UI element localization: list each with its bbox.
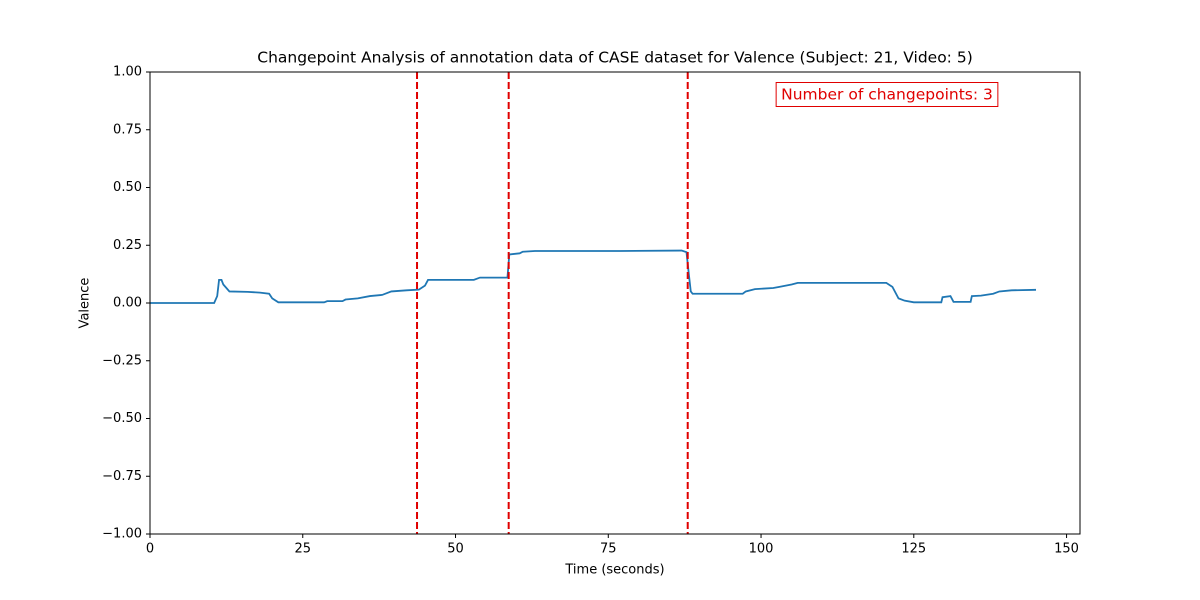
y-tick-label: 0.25	[113, 238, 142, 253]
y-tick-label: 0.50	[113, 180, 142, 195]
x-tick-label: 0	[146, 542, 154, 557]
y-tick-label: −1.00	[102, 527, 142, 542]
x-tick-label: 150	[1054, 542, 1079, 557]
y-axis-label: Valence	[78, 278, 93, 329]
x-tick-label: 125	[901, 542, 926, 557]
x-tick-label: 75	[600, 542, 617, 557]
y-tick-label: −0.50	[102, 411, 142, 426]
y-tick-label: 0.00	[113, 296, 142, 311]
chart-title: Changepoint Analysis of annotation data …	[257, 49, 973, 67]
data-line	[150, 249, 1037, 304]
y-tick-label: 1.00	[113, 65, 142, 80]
plot-frame	[149, 71, 1081, 535]
y-tick-label: −0.75	[102, 469, 142, 484]
y-tick-label: −0.25	[102, 353, 142, 368]
x-tick-label: 50	[447, 542, 464, 557]
annotation-box	[775, 82, 999, 107]
x-tick-label: 100	[749, 542, 774, 557]
y-tick-label: 0.75	[113, 122, 142, 137]
x-axis-label: Time (seconds)	[564, 563, 664, 578]
annotation: Number of changepoints: 3	[781, 86, 993, 104]
x-tick-label: 25	[294, 542, 311, 557]
